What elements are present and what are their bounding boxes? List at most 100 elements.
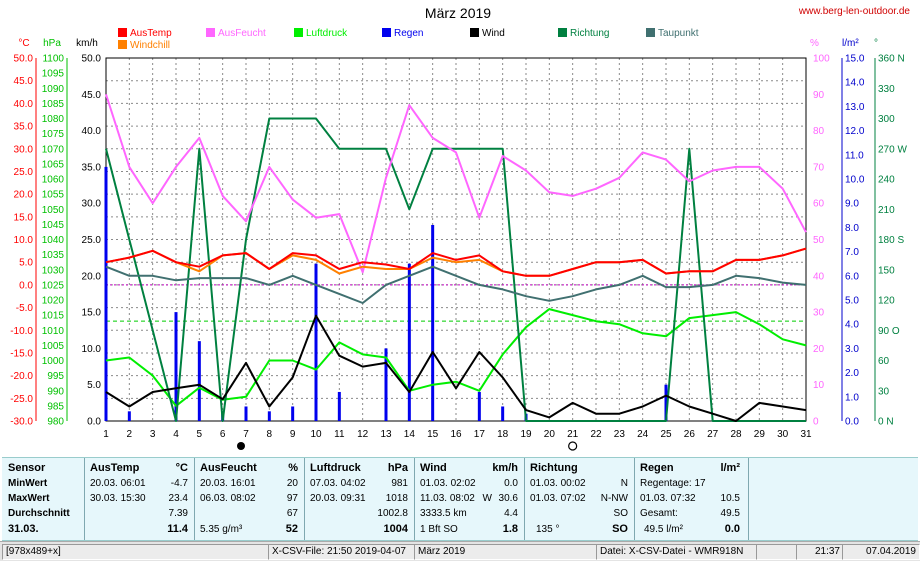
full-moon-icon	[237, 442, 245, 450]
wind-axis-tick: 20.0	[82, 271, 102, 282]
pressure-axis-tick: 1090	[42, 84, 65, 95]
temp-axis-tick: -25.0	[10, 394, 33, 405]
pressure-axis-tick: 1010	[42, 326, 65, 337]
regen-header: Regen	[640, 462, 674, 474]
richtung-min-value: N	[620, 478, 628, 489]
x-tick: 14	[404, 429, 416, 440]
series-line-wind	[105, 314, 807, 422]
ausfeucht-absolute: 5.35 g/m³	[200, 524, 243, 535]
pressure-axis-tick: 1070	[42, 144, 65, 155]
regen-total: 49.5	[720, 508, 740, 519]
austemp-today: 11.4	[167, 523, 188, 535]
wind-max-time: 11.03. 08:02	[420, 493, 475, 504]
x-tick: 12	[357, 429, 369, 440]
legend-swatch-taupunkt	[646, 28, 655, 37]
x-tick: 13	[380, 429, 392, 440]
rain-bar-day-18	[501, 406, 505, 421]
min-row-label: MinWert	[8, 478, 48, 489]
ausfeucht-avg: 67	[286, 508, 298, 519]
ausfeucht-today: 52	[285, 523, 298, 535]
temp-axis-tick: 20.0	[14, 190, 34, 201]
pressure-axis-tick: 1100	[42, 54, 64, 65]
avg-row-label: Durchschnitt	[8, 508, 70, 519]
wind-distance: 3333.5 km	[420, 508, 467, 519]
x-tick: 23	[614, 429, 626, 440]
x-tick: 8	[267, 429, 273, 440]
wind-unit: km/h	[76, 38, 98, 49]
status-size: [978x489+x]	[2, 544, 270, 560]
legend-swatch-regen	[382, 28, 391, 37]
rain-axis-tick: 5.0	[845, 296, 859, 307]
sensor-header: Sensor	[8, 462, 46, 474]
humidity-axis-tick: 70	[813, 162, 825, 173]
luftdruck-today: 1004	[383, 523, 408, 535]
temp-axis-tick: -15.0	[10, 348, 33, 359]
pressure-axis-tick: 980	[47, 417, 64, 428]
temp-axis-tick: 25.0	[14, 167, 34, 178]
legend-label-windchill: Windchill	[130, 40, 170, 51]
rain-bar-day-2	[127, 411, 131, 421]
x-tick: 5	[197, 429, 203, 440]
richtung-today: SO	[612, 523, 628, 535]
pressure-axis-tick: 1025	[42, 280, 65, 291]
richtung-degrees: 135 °	[536, 524, 560, 535]
legend-swatch-richtung	[558, 28, 567, 37]
temp-axis-tick: 10.0	[14, 235, 34, 246]
x-tick: 1	[103, 429, 109, 440]
x-tick: 16	[450, 429, 462, 440]
rain-bars	[104, 166, 668, 421]
x-tick: 15	[427, 429, 439, 440]
pressure-unit: hPa	[43, 38, 61, 49]
rain-axis-tick: 11.0	[845, 150, 864, 161]
wind-axis-tick: 35.0	[82, 162, 102, 173]
x-axis: 1 2 3 4 5 6 7 8 9 10 11 12 13 14 15 16 17 18 19 20 21 22 23 24 2…	[103, 429, 812, 451]
rain-bar-day-9	[291, 406, 295, 421]
pressure-axis-tick: 1020	[42, 296, 65, 307]
pressure-axis-tick: 1030	[42, 265, 65, 276]
ausfeucht-max-time: 06.03. 08:02	[200, 493, 256, 504]
direction-axis-tick: 150	[878, 265, 895, 276]
humidity-axis-tick: 30	[813, 308, 825, 319]
humidity-axis-tick: 20	[813, 344, 825, 355]
regen-total-label: Gesamt:	[640, 508, 678, 519]
pressure-axis-tick: 1075	[42, 129, 65, 140]
pressure-axis-tick: 985	[47, 401, 64, 412]
legend-label-regen: Regen	[394, 28, 423, 39]
series-line-austemp	[105, 247, 807, 277]
series-lines	[105, 93, 807, 422]
x-tick: 24	[637, 429, 649, 440]
richtung-min-time: 01.03. 00:02	[530, 478, 586, 489]
rain-unit: l/m²	[842, 38, 859, 49]
direction-axis-tick: 120	[878, 296, 895, 307]
rain-axis-tick: 6.0	[845, 271, 859, 282]
pressure-axis-tick: 1085	[42, 99, 65, 110]
direction-axis-tick: 360 N	[878, 54, 905, 65]
x-tick: 18	[497, 429, 509, 440]
x-tick: 21	[567, 429, 579, 440]
ausfeucht-min-time: 20.03. 16:01	[200, 478, 256, 489]
wind-axis-tick: 0.0	[87, 417, 101, 428]
temp-axis-tick: 35.0	[14, 122, 34, 133]
wind-min-time: 01.03. 02:02	[420, 478, 476, 489]
temp-axis-tick: -20.0	[10, 371, 33, 382]
wind-axis-tick: 25.0	[82, 235, 102, 246]
temp-axis-tick: 45.0	[14, 76, 34, 87]
direction-axis-tick: 0 N	[878, 417, 894, 428]
ausfeucht-header: AusFeucht	[200, 462, 257, 474]
luftdruck-header: Luftdruck	[310, 462, 361, 474]
temp-axis-tick: 40.0	[14, 99, 34, 110]
direction-axis-tick: 300	[878, 114, 895, 125]
luftdruck-avg: 1002.8	[377, 508, 408, 519]
max-row-label: MaxWert	[8, 493, 50, 504]
legend-swatch-austemp	[118, 28, 127, 37]
new-moon-icon	[568, 441, 578, 451]
pressure-axis-tick: 990	[47, 386, 64, 397]
rain-axis-tick: 1.0	[845, 392, 859, 403]
status-datafile: Datei: X-CSV-Datei - WMR918N	[596, 544, 758, 560]
legend-swatch-windchill	[118, 40, 127, 49]
series-line-ausfeucht	[105, 93, 807, 274]
rain-bar-day-10	[314, 263, 318, 421]
left-axes: 50.0 45.0 40.0 35.0 30.0 25.0 20.0 15.0 10.0 5.0 0…	[10, 38, 101, 428]
x-tick: 20	[544, 429, 556, 440]
rain-bar-day-17	[477, 391, 481, 421]
